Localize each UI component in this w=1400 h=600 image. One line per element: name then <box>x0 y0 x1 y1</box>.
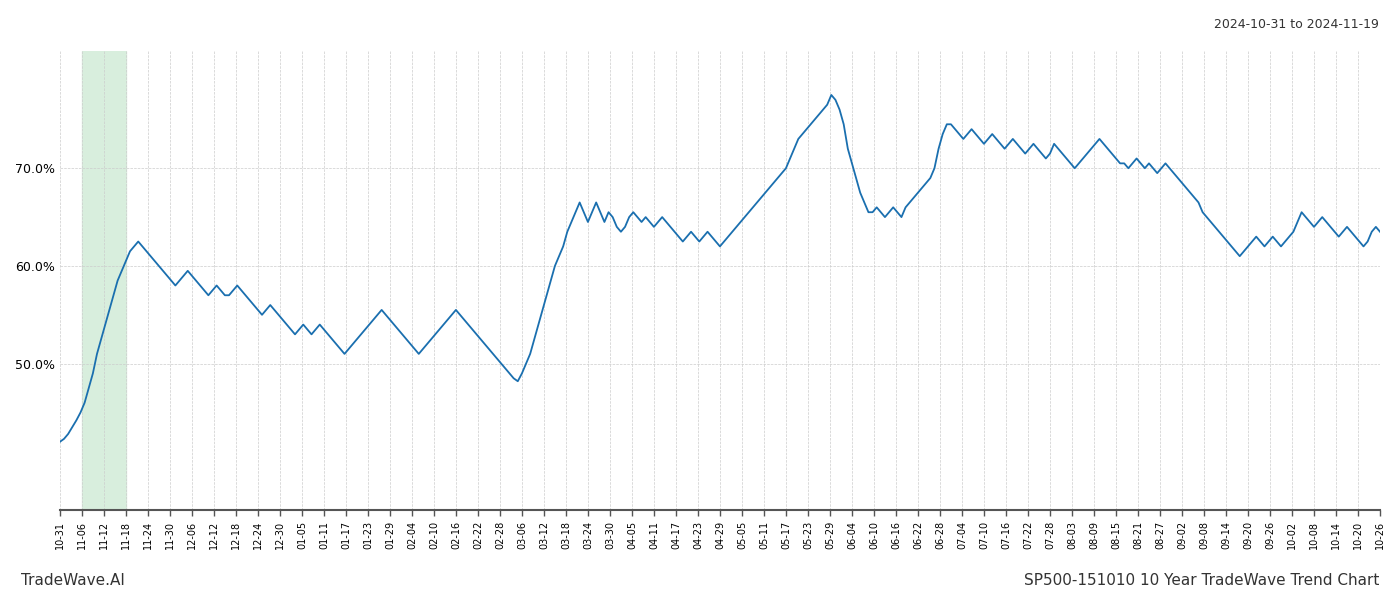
Text: SP500-151010 10 Year TradeWave Trend Chart: SP500-151010 10 Year TradeWave Trend Cha… <box>1023 573 1379 588</box>
Text: TradeWave.AI: TradeWave.AI <box>21 573 125 588</box>
Text: 2024-10-31 to 2024-11-19: 2024-10-31 to 2024-11-19 <box>1214 18 1379 31</box>
Bar <box>81 51 126 510</box>
